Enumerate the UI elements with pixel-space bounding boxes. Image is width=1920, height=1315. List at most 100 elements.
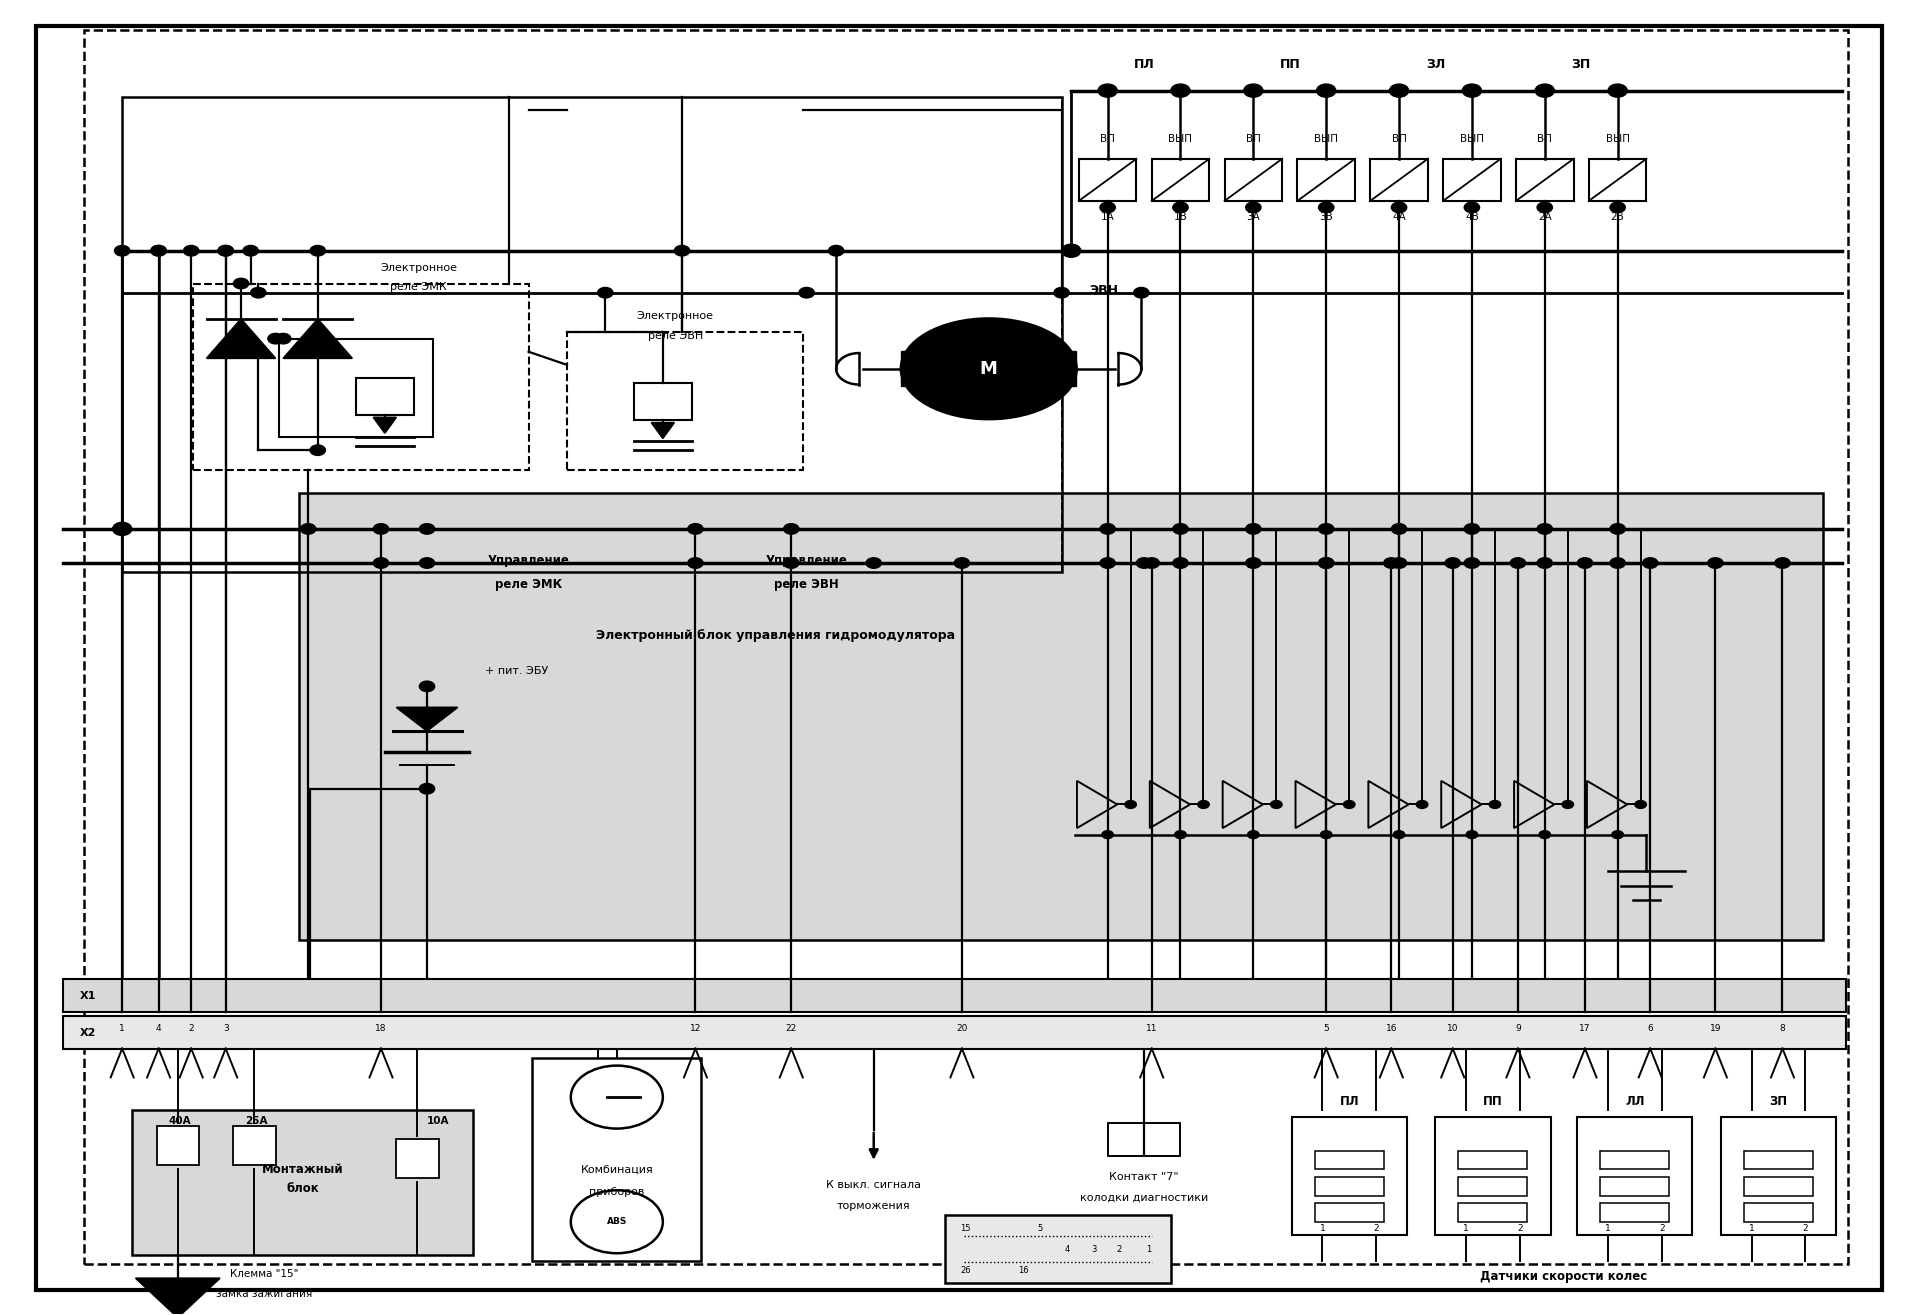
Text: 17: 17 <box>1580 1024 1592 1034</box>
Text: Электронное: Электронное <box>380 263 457 272</box>
Polygon shape <box>284 320 351 358</box>
Circle shape <box>954 558 970 568</box>
Text: Х2: Х2 <box>81 1028 96 1038</box>
Circle shape <box>1465 203 1480 213</box>
Bar <box>1371 159 1428 201</box>
Circle shape <box>419 784 434 794</box>
Bar <box>1601 1151 1668 1169</box>
Circle shape <box>152 246 167 256</box>
Text: 1: 1 <box>1463 1224 1469 1233</box>
Circle shape <box>184 246 200 256</box>
Text: 8: 8 <box>1780 1024 1786 1034</box>
Circle shape <box>1319 523 1334 534</box>
Circle shape <box>1173 203 1188 213</box>
Bar <box>1743 1203 1812 1222</box>
Bar <box>123 97 1062 572</box>
Text: 2: 2 <box>188 1024 194 1034</box>
Circle shape <box>1244 84 1263 97</box>
Circle shape <box>309 444 324 455</box>
Circle shape <box>1246 523 1261 534</box>
Circle shape <box>1319 203 1334 213</box>
Text: 2: 2 <box>1659 1224 1665 1233</box>
Bar <box>1315 1177 1384 1195</box>
Text: 22: 22 <box>785 1024 797 1034</box>
Text: К выкл. сигнала: К выкл. сигнала <box>826 1180 922 1190</box>
Text: ПЛ: ПЛ <box>1133 58 1154 71</box>
Text: реле ЭВН: реле ЭВН <box>647 331 703 341</box>
Text: 19: 19 <box>1709 1024 1720 1034</box>
Bar <box>1436 1116 1551 1235</box>
Bar <box>1459 1151 1528 1169</box>
Bar <box>63 978 1845 1011</box>
Circle shape <box>1611 558 1624 568</box>
Circle shape <box>1465 523 1480 534</box>
Circle shape <box>1175 831 1187 839</box>
Circle shape <box>1634 801 1645 809</box>
Text: 2: 2 <box>1517 1224 1523 1233</box>
Text: 1: 1 <box>119 1024 125 1034</box>
Text: 3А: 3А <box>1246 212 1260 222</box>
Text: 2: 2 <box>1116 1245 1121 1253</box>
Circle shape <box>1417 801 1428 809</box>
Bar <box>634 383 691 419</box>
Bar <box>1225 159 1283 201</box>
Text: 2: 2 <box>1803 1224 1809 1233</box>
Text: ВП: ВП <box>1100 134 1116 145</box>
Circle shape <box>1392 203 1407 213</box>
Bar <box>355 377 413 414</box>
Circle shape <box>1467 831 1478 839</box>
Text: 4В: 4В <box>1465 212 1478 222</box>
Text: Датчики скорости колес: Датчики скорости колес <box>1480 1270 1647 1283</box>
Text: 3: 3 <box>1091 1245 1096 1253</box>
Bar <box>280 339 432 437</box>
Circle shape <box>1563 801 1574 809</box>
Text: 2: 2 <box>1373 1224 1379 1233</box>
Text: 6: 6 <box>1647 1024 1653 1034</box>
Bar <box>1743 1177 1812 1195</box>
Text: блок: блок <box>286 1182 319 1195</box>
Circle shape <box>1137 558 1152 568</box>
Text: Х1: Х1 <box>81 992 96 1001</box>
Polygon shape <box>651 422 674 438</box>
Circle shape <box>1248 831 1260 839</box>
Bar <box>1108 1123 1181 1156</box>
Circle shape <box>1098 84 1117 97</box>
Circle shape <box>1173 558 1188 568</box>
Circle shape <box>828 246 843 256</box>
Text: Электронный блок управления гидромодулятора: Электронный блок управления гидромодулят… <box>595 629 954 642</box>
Text: 18: 18 <box>374 1024 386 1034</box>
Text: 15: 15 <box>960 1224 970 1233</box>
Circle shape <box>1392 558 1407 568</box>
Bar <box>945 1215 1171 1283</box>
Circle shape <box>799 288 814 299</box>
Circle shape <box>1536 84 1555 97</box>
Text: 1В: 1В <box>1173 212 1187 222</box>
Text: 1: 1 <box>1605 1224 1611 1233</box>
Circle shape <box>234 279 250 289</box>
Circle shape <box>219 246 234 256</box>
Bar <box>1601 1203 1668 1222</box>
Text: ВЫП: ВЫП <box>1459 134 1484 145</box>
Circle shape <box>1125 801 1137 809</box>
Circle shape <box>419 558 434 568</box>
Circle shape <box>866 558 881 568</box>
Circle shape <box>1344 801 1356 809</box>
Circle shape <box>1540 831 1551 839</box>
Text: ПП: ПП <box>1279 58 1300 71</box>
Text: Контакт "7": Контакт "7" <box>1110 1172 1179 1182</box>
Bar <box>1058 351 1077 387</box>
Circle shape <box>276 334 292 345</box>
Circle shape <box>1465 558 1480 568</box>
Circle shape <box>1611 523 1624 534</box>
Circle shape <box>1707 558 1722 568</box>
Circle shape <box>372 558 388 568</box>
Text: ЗП: ЗП <box>1770 1094 1788 1107</box>
Text: 2В: 2В <box>1611 212 1624 222</box>
Text: Управление: Управление <box>766 554 847 567</box>
Circle shape <box>1490 801 1501 809</box>
Text: 5: 5 <box>1037 1224 1043 1233</box>
Text: ПП: ПП <box>1482 1094 1503 1107</box>
Bar <box>157 1126 200 1165</box>
Circle shape <box>1171 84 1190 97</box>
Text: ЗП: ЗП <box>1572 58 1592 71</box>
